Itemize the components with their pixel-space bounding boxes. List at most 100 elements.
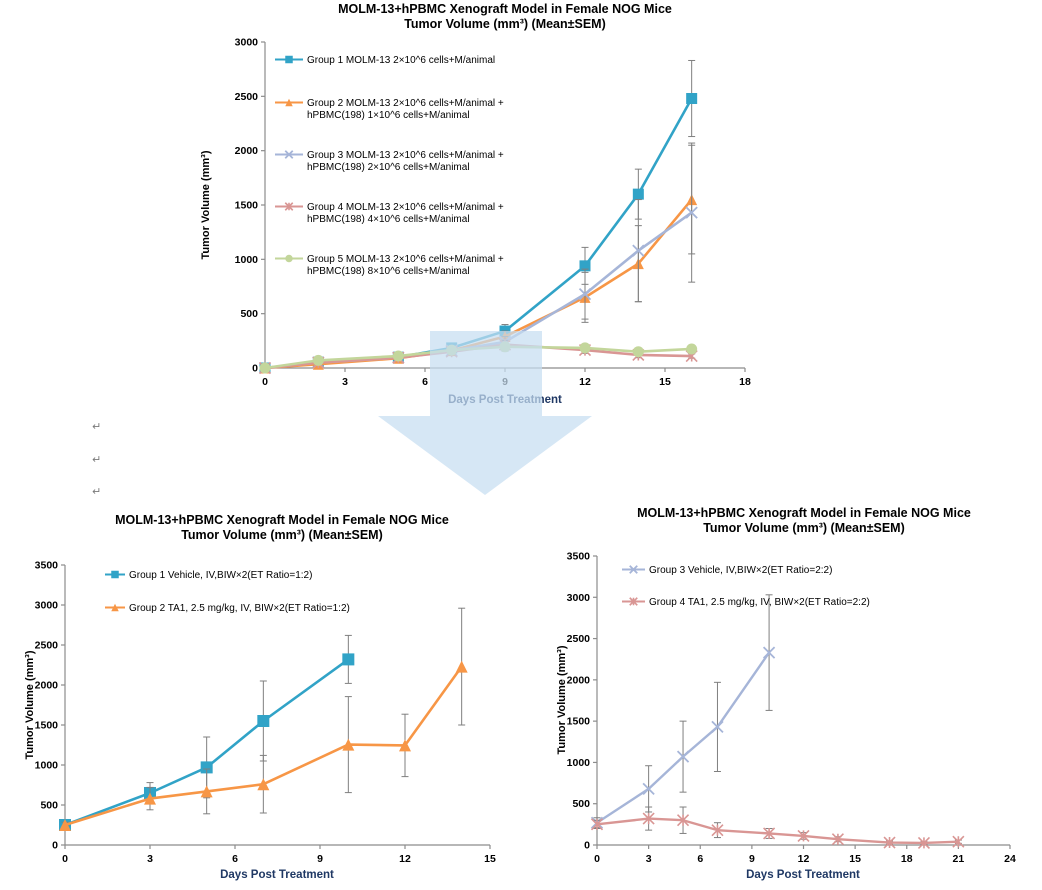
y-axis-label: Tumor Volume (mm³) xyxy=(556,645,568,754)
x-tick-label: 15 xyxy=(659,376,671,388)
y-tick-label: 1500 xyxy=(35,720,59,732)
legend-item: Group 3 MOLM-13 2×10^6 cells+M/animal +h… xyxy=(275,150,504,173)
y-tick-label: 1000 xyxy=(567,757,591,769)
legend-item: Group 2 MOLM-13 2×10^6 cells+M/animal +h… xyxy=(275,98,504,121)
data-point-marker xyxy=(590,818,604,831)
data-point-marker xyxy=(642,812,655,825)
x-tick-label: 0 xyxy=(262,376,268,388)
data-point-marker xyxy=(259,362,271,374)
x-tick-label: 3 xyxy=(646,853,652,865)
legend-label: Group 4 TA1, 2.5 mg/kg, IV, BIW×2(ET Rat… xyxy=(649,597,870,608)
series-group-3 xyxy=(590,594,776,829)
x-tick-label: 6 xyxy=(697,853,703,865)
legend-label: Group 5 MOLM-13 2×10^6 cells+M/animal + xyxy=(307,254,504,265)
data-point-marker xyxy=(342,653,355,666)
chart-title: MOLM-13+hPBMC Xenograft Model in Female … xyxy=(115,513,449,527)
legend-label: Group 1 Vehicle, IV,BIW×2(ET Ratio=1:2) xyxy=(129,570,312,581)
axes: 0 500 1000 1500 2000 2500 3000 3500 0 3 6 9 12 15 xyxy=(35,560,496,866)
chart-title: Tumor Volume (mm³) (Mean±SEM) xyxy=(703,521,905,535)
data-point-marker xyxy=(952,835,965,848)
x-axis-label: Days Post Treatment xyxy=(220,869,334,881)
legend-label: Group 3 MOLM-13 2×10^6 cells+M/animal + xyxy=(307,150,504,161)
data-point-marker xyxy=(392,350,404,362)
y-tick-label: 3500 xyxy=(35,560,59,572)
x-tick-label: 9 xyxy=(749,853,755,865)
y-tick-label: 1000 xyxy=(35,760,59,772)
y-tick-label: 500 xyxy=(40,800,58,812)
x-tick-label: 3 xyxy=(342,376,348,388)
legend-label: Group 1 MOLM-13 2×10^6 cells+M/animal xyxy=(307,55,495,66)
series-group-2 xyxy=(59,607,468,831)
y-tick-label: 0 xyxy=(52,840,58,852)
y-tick-label: 500 xyxy=(240,308,258,320)
legend-label: Group 2 MOLM-13 2×10^6 cells+M/animal + xyxy=(307,98,504,109)
y-tick-label: 500 xyxy=(572,798,590,810)
data-point-marker xyxy=(579,260,591,272)
down-arrow-shape xyxy=(378,331,592,495)
x-tick-label: 18 xyxy=(901,853,913,865)
legend-marker xyxy=(285,254,293,263)
return-mark: ↵ xyxy=(92,420,102,433)
legend-label: hPBMC(198) 4×10^6 cells+M/animal xyxy=(307,214,470,225)
legend-item: Group 1 Vehicle, IV,BIW×2(ET Ratio=1:2) xyxy=(105,570,312,581)
series-group-4 xyxy=(590,806,965,850)
legend-marker xyxy=(629,565,638,574)
data-point-marker xyxy=(917,836,931,850)
bottom-left-chart: MOLM-13+hPBMC Xenograft Model in Female … xyxy=(24,513,496,881)
data-point-marker xyxy=(579,342,591,354)
x-tick-label: 15 xyxy=(484,853,496,865)
data-point-marker xyxy=(455,660,468,673)
legend-item: Group 1 MOLM-13 2×10^6 cells+M/animal xyxy=(275,55,495,66)
x-tick-label: 21 xyxy=(953,853,965,865)
down-arrow xyxy=(378,331,592,495)
legend-item: Group 4 TA1, 2.5 mg/kg, IV, BIW×2(ET Rat… xyxy=(622,597,870,608)
data-point-marker xyxy=(200,761,213,774)
legend-item: Group 3 Vehicle, IV,BIW×2(ET Ratio=2:2) xyxy=(622,565,832,576)
y-tick-label: 2000 xyxy=(35,680,59,692)
chart-title: Tumor Volume (mm³) (Mean±SEM) xyxy=(181,528,383,542)
x-tick-label: 12 xyxy=(579,376,591,388)
y-tick-label: 3000 xyxy=(235,37,259,49)
y-tick-label: 1000 xyxy=(235,254,259,266)
x-tick-label: 12 xyxy=(399,853,411,865)
y-tick-label: 2000 xyxy=(567,674,591,686)
data-point-marker xyxy=(831,833,844,846)
chart-title: MOLM-13+hPBMC Xenograft Model in Female … xyxy=(637,506,971,520)
legend-marker xyxy=(285,55,293,64)
legend-label: Group 2 TA1, 2.5 mg/kg, IV, BIW×2(ET Rat… xyxy=(129,603,350,614)
y-axis-label: Tumor Volume (mm³) xyxy=(24,650,36,759)
data-point-marker xyxy=(632,188,644,200)
data-point-marker xyxy=(578,287,592,301)
y-tick-label: 3000 xyxy=(35,600,59,612)
y-tick-label: 1500 xyxy=(235,200,259,212)
data-point-marker xyxy=(399,739,411,752)
data-point-marker xyxy=(763,827,776,840)
legend-item: Group 5 MOLM-13 2×10^6 cells+M/animal +h… xyxy=(275,254,504,277)
return-mark: ↵ xyxy=(92,453,102,466)
legend-label: hPBMC(198) 1×10^6 cells+M/animal xyxy=(307,110,470,121)
y-tick-label: 1500 xyxy=(567,716,591,728)
legend-marker xyxy=(629,597,638,606)
y-tick-label: 0 xyxy=(252,363,258,375)
data-point-marker xyxy=(762,646,776,659)
data-point-marker xyxy=(676,750,690,763)
chart-title: Tumor Volume (mm³) (Mean±SEM) xyxy=(404,17,606,31)
x-tick-label: 24 xyxy=(1004,853,1016,865)
data-point-marker xyxy=(686,93,698,105)
data-point-marker xyxy=(797,829,810,842)
data-point-marker xyxy=(144,792,156,805)
x-tick-label: 18 xyxy=(739,376,751,388)
x-tick-label: 6 xyxy=(422,376,428,388)
data-point-marker xyxy=(711,720,724,734)
y-axis-label: Tumor Volume (mm³) xyxy=(200,150,212,259)
data-point-marker xyxy=(200,785,213,798)
legend-marker xyxy=(111,603,119,612)
bottom-right-chart: MOLM-13+hPBMC Xenograft Model in Female … xyxy=(556,506,1016,881)
y-tick-label: 2000 xyxy=(235,145,259,157)
data-point-marker xyxy=(342,738,355,751)
legend-label: Group 3 Vehicle, IV,BIW×2(ET Ratio=2:2) xyxy=(649,565,832,576)
legend-marker xyxy=(284,202,294,211)
y-tick-label: 3500 xyxy=(567,551,591,563)
y-tick-label: 2500 xyxy=(567,633,591,645)
